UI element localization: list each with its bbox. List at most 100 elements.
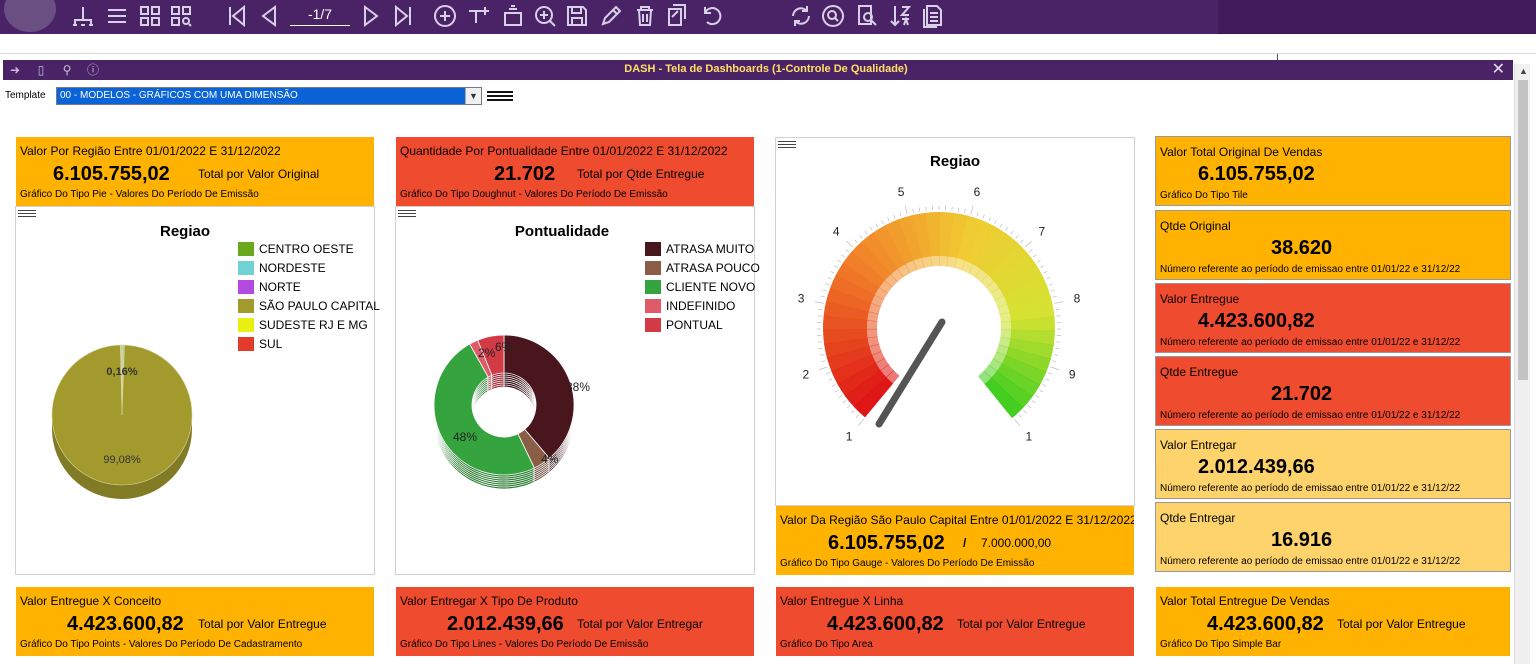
scroll-up-icon[interactable]: ▲ [1519,66,1528,76]
template-menu-icon[interactable] [487,91,513,101]
grid-icon[interactable] [137,3,163,29]
page-indicator[interactable]: -1/7 [290,6,350,26]
gauge-tick [918,207,921,212]
undo-icon[interactable] [698,3,724,29]
gauge-inner-segment [913,257,925,271]
gauge-inner-segment [939,256,949,267]
legend-item[interactable]: CENTRO OESTE [238,242,388,258]
kpi-tile[interactable]: Valor Entregar 2.012.439,66 Número referen… [1155,429,1511,499]
gauge-tick [855,414,860,418]
pie-card-value-label: Total por Valor Original [198,167,320,181]
gauge-band-segment [1010,316,1055,332]
documents-icon[interactable] [920,3,946,29]
area-card-value: 4.423.600,82 [827,613,944,635]
gauge-tick [864,230,868,235]
gauge-inner-segment [879,280,893,294]
legend-item[interactable]: SUL [238,337,388,353]
gauge-band-segment [1001,355,1047,386]
gauge-tick-label: 4 [833,224,840,238]
doughnut-data-label: 2% [478,346,496,360]
zoom-in-icon[interactable] [532,3,558,29]
chart-menu-icon[interactable] [398,210,416,222]
template-label: Template [5,90,46,101]
hierarchy-icon[interactable] [70,3,96,29]
kpi-tile[interactable]: Valor Entregue 4.423.600,82 Número referen… [1155,283,1511,353]
pin-icon[interactable]: ➜ [9,63,21,77]
add-circle-icon[interactable] [432,3,458,29]
gauge-inner-segment [946,256,958,269]
chart-menu-icon[interactable] [778,141,796,153]
gauge-tick [854,239,858,243]
remove-row-icon[interactable] [500,3,526,29]
chevron-down-icon[interactable]: ▼ [465,88,481,104]
gauge-card-target: 7.000.000,00 [981,536,1052,550]
last-page-icon[interactable] [390,3,416,29]
sort-az-icon[interactable] [888,3,914,29]
gauge-tick [1050,366,1060,371]
search-circle-icon[interactable] [820,3,846,29]
kpi-tile-title: Valor Entregue [1160,292,1240,306]
gauge-tick [838,395,843,398]
doughnut-card-value: 21.702 [494,163,556,185]
trash-icon[interactable] [632,3,658,29]
gauge-band-segment [831,354,877,385]
legend-label: NORDESTE [259,261,326,275]
add-row-icon[interactable] [466,3,492,29]
legend-item[interactable]: INDEFINIDO [645,299,795,315]
gauge-inner-segment [867,320,878,330]
prev-page-icon[interactable] [256,3,282,29]
gauge-tick [1048,283,1053,286]
kpi-tile[interactable]: Qtde Entregar 16.916 Número referente ao p… [1155,502,1511,572]
gauge-tick [859,235,863,239]
legend-item[interactable]: NORDESTE [238,261,388,277]
gauge-band-segment [972,225,1007,270]
legend-item[interactable]: SUDESTE RJ E MG [238,318,388,334]
legend-label: NORTE [259,280,301,294]
gauge-tick [1031,400,1036,404]
search-doc-icon[interactable] [854,3,880,29]
next-page-icon[interactable] [358,3,384,29]
gauge-inner-segment [905,260,918,274]
chart-menu-icon[interactable] [18,210,36,222]
gauge-tick [970,205,974,215]
gauge-tick [814,301,824,304]
kpi-tile-value: 21.702 [1271,383,1333,405]
kpi-tile[interactable]: Qtde Entregue 21.702 Número referente ao p… [1155,356,1511,426]
doughnut-data-label: 4% [541,452,559,466]
gauge-inner-segment [983,364,997,378]
gauge-inner-segment [880,364,894,378]
legend-item[interactable]: PONTUAL [645,318,795,334]
kpi-tile[interactable]: Qtde Original 38.620 Número referente ao p… [1155,210,1511,280]
gauge-tick [818,308,823,311]
legend-item[interactable]: ATRASA POUCO [645,261,795,277]
kpi-tile-value: 38.620 [1271,237,1333,259]
wrench-icon[interactable]: ⚲ [62,63,72,77]
grid-search-icon[interactable] [168,3,194,29]
kpi-tile[interactable]: Valor Total Original De Vendas 6.105.755,… [1155,136,1511,206]
legend-item[interactable]: SÃO PAULO CAPITAL [238,299,388,315]
app-logo[interactable] [4,0,56,32]
scrollbar-thumb[interactable] [1518,80,1528,380]
save-icon[interactable] [564,3,590,29]
legend-item[interactable]: NORTE [238,280,388,296]
pie-card-value: 6.105.755,02 [53,163,170,185]
refresh-icon[interactable] [788,3,814,29]
gauge-inner-segment [988,358,1002,372]
first-page-icon[interactable] [224,3,250,29]
info-icon[interactable]: ⓘ [86,63,99,77]
legend-swatch [238,318,254,332]
legend-swatch [645,299,661,313]
edit-icon[interactable] [598,3,624,29]
vertical-scrollbar[interactable]: ▲ [1514,64,1530,664]
gauge-tick [1015,235,1019,239]
template-select[interactable]: 00 - MODELOS - GRÁFICOS COM UMA DIMENSÃO… [56,87,482,105]
gauge-tick [1050,289,1055,292]
close-icon[interactable]: ✕ [1491,61,1505,78]
gauge-tick [845,249,849,253]
copy-edit-icon[interactable] [664,3,690,29]
legend-item[interactable]: CLIENTE NOVO [645,280,795,296]
traffic-light-icon[interactable]: ▯ [37,63,45,77]
legend-item[interactable]: ATRASA MUITO [645,242,795,258]
list-icon[interactable] [104,3,130,29]
kpi-tile-note: Gráfico Do Tipo Tile [1160,190,1248,201]
